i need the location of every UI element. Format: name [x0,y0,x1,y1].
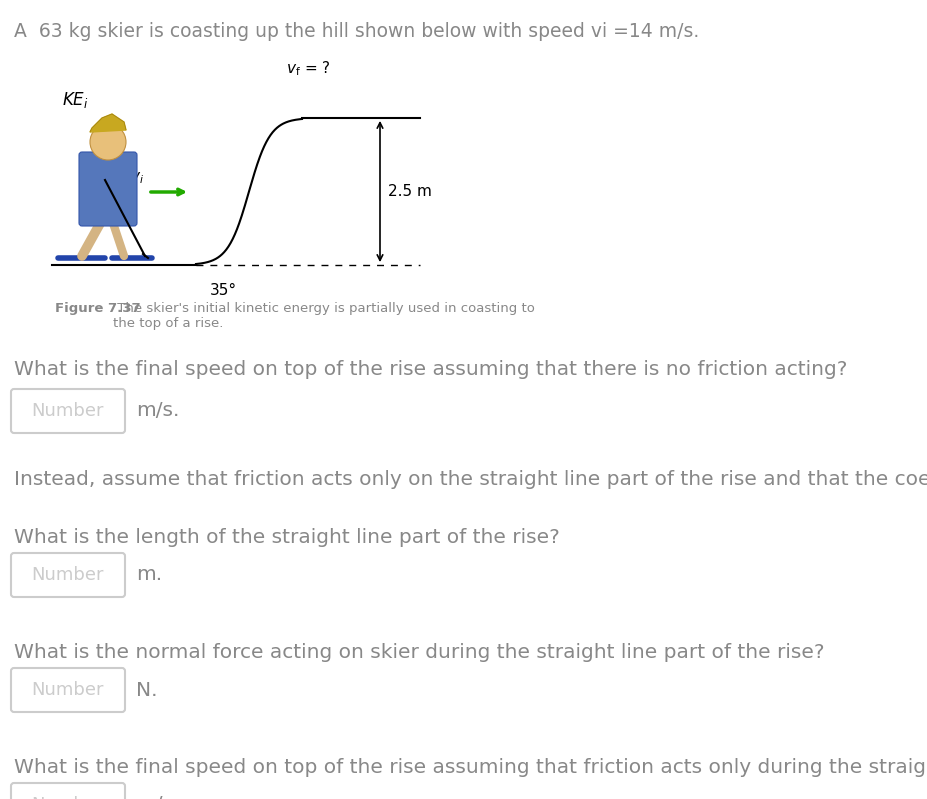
Text: Number: Number [32,402,104,420]
Text: N.: N. [136,681,158,699]
Polygon shape [90,114,126,132]
Text: 35°: 35° [210,283,237,298]
Text: A  63 kg skier is coasting up the hill shown below with speed vi =14 m/s.: A 63 kg skier is coasting up the hill sh… [14,22,699,41]
FancyBboxPatch shape [11,783,125,799]
Text: $\mathit{v}_\mathit{i}$: $\mathit{v}_\mathit{i}$ [130,170,144,186]
Text: m/s.: m/s. [136,402,179,420]
Circle shape [90,124,126,160]
Text: m.: m. [136,566,162,585]
Text: Instead, assume that friction acts only on the straight line part of the rise an: Instead, assume that friction acts only … [14,470,927,489]
FancyBboxPatch shape [11,553,125,597]
Text: What is the length of the straight line part of the rise?: What is the length of the straight line … [14,528,559,547]
Text: What is the final speed on top of the rise assuming that friction acts only duri: What is the final speed on top of the ri… [14,758,927,777]
FancyBboxPatch shape [11,389,125,433]
FancyBboxPatch shape [11,668,125,712]
Text: The skier's initial kinetic energy is partially used in coasting to
the top of a: The skier's initial kinetic energy is pa… [113,302,534,330]
Text: What is the normal force acting on skier during the straight line part of the ri: What is the normal force acting on skier… [14,643,823,662]
Text: Number: Number [32,566,104,584]
Text: m/s.: m/s. [136,796,179,799]
Text: $\it{v}_\mathrm{f}$ = ?: $\it{v}_\mathrm{f}$ = ? [286,59,330,78]
Text: Number: Number [32,681,104,699]
FancyBboxPatch shape [79,152,137,226]
Text: Figure 7.37: Figure 7.37 [55,302,141,315]
Text: Number: Number [32,796,104,799]
Text: 2.5 m: 2.5 m [387,184,431,199]
Text: $\mathit{KE}_\mathit{i}$: $\mathit{KE}_\mathit{i}$ [62,90,88,110]
Text: What is the final speed on top of the rise assuming that there is no friction ac: What is the final speed on top of the ri… [14,360,846,379]
